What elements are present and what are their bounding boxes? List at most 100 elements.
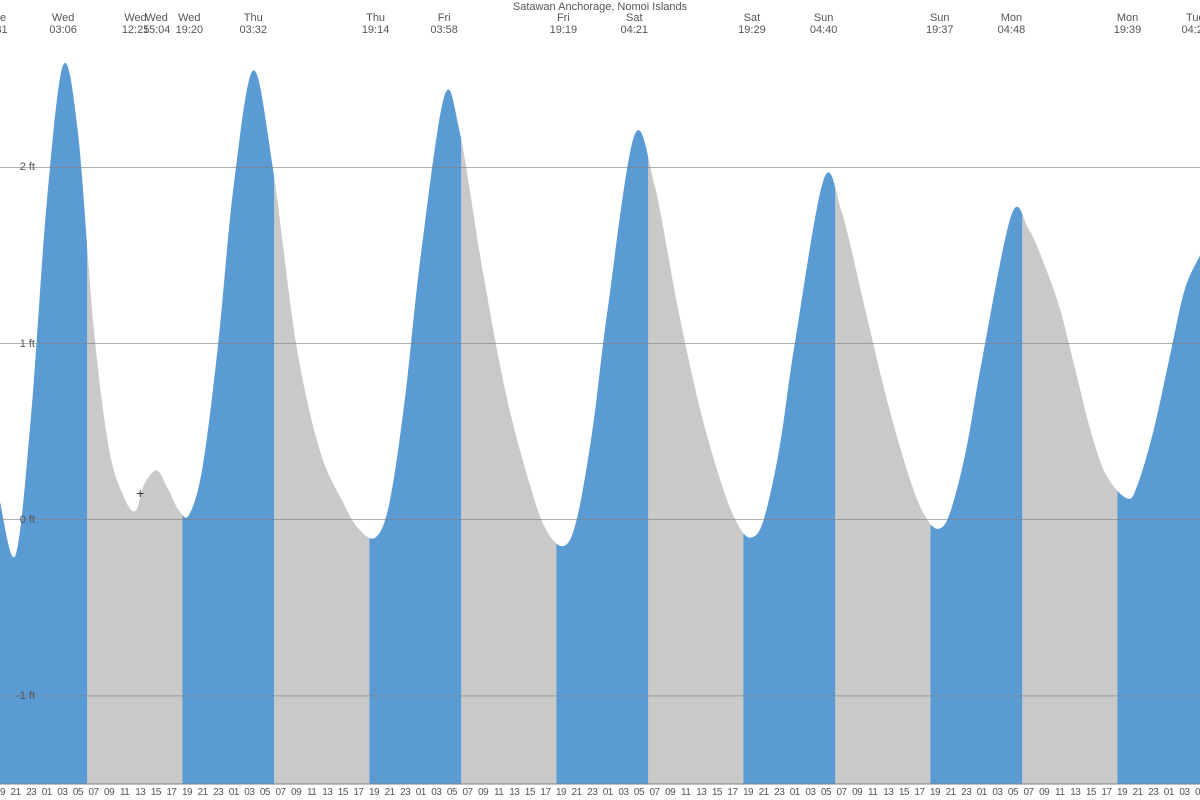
x-axis-tick: 19: [182, 787, 192, 798]
x-axis-tick: 03: [1179, 787, 1189, 798]
x-axis-tick: 21: [385, 787, 395, 798]
x-axis-tick: 13: [509, 787, 519, 798]
x-axis-tick: 01: [229, 787, 239, 798]
x-axis-tick: 05: [260, 787, 270, 798]
x-axis-tick: 23: [26, 787, 36, 798]
x-axis-tick: 05: [634, 787, 644, 798]
x-axis-tick: 05: [821, 787, 831, 798]
x-axis-tick: 15: [338, 787, 348, 798]
x-axis-tick: 23: [587, 787, 597, 798]
x-axis-tick: 03: [431, 787, 441, 798]
x-axis-tick: 23: [213, 787, 223, 798]
y-axis-label: 0 ft: [20, 514, 35, 526]
x-axis-tick: 15: [899, 787, 909, 798]
x-axis-tick: 11: [120, 787, 129, 798]
tide-time-label: Mon04:48: [998, 12, 1026, 36]
x-axis-tick: 09: [665, 787, 675, 798]
x-axis-tick: 11: [681, 787, 690, 798]
tide-time-label: Fri03:58: [430, 12, 458, 36]
x-axis-tick: 05: [1195, 787, 1200, 798]
x-axis-tick: 03: [805, 787, 815, 798]
tide-time-label: Wed19:20: [176, 12, 204, 36]
x-axis-tick: 19: [556, 787, 566, 798]
tide-time-label: Thu19:14: [362, 12, 390, 36]
x-axis-tick: 23: [400, 787, 410, 798]
x-axis-tick: 13: [135, 787, 145, 798]
x-axis-tick: 07: [462, 787, 472, 798]
tide-time-label: Wed15:04: [143, 12, 171, 36]
x-axis-tick: 11: [494, 787, 503, 798]
x-axis-tick: 09: [852, 787, 862, 798]
x-axis-tick: 21: [946, 787, 956, 798]
x-axis-tick: 01: [42, 787, 52, 798]
tide-time-label: Tue04:26: [1182, 12, 1200, 36]
tide-time-label: Sun04:40: [810, 12, 838, 36]
x-axis-tick: 17: [353, 787, 363, 798]
x-axis-tick: 19: [0, 787, 5, 798]
x-axis-tick: 03: [618, 787, 628, 798]
tide-time-label: Sun19:37: [926, 12, 954, 36]
x-axis-tick: 21: [759, 787, 769, 798]
x-axis-tick: 01: [1164, 787, 1174, 798]
x-axis-tick: 15: [151, 787, 161, 798]
tide-time-label: ue:31: [0, 12, 8, 36]
x-axis-tick: 03: [992, 787, 1002, 798]
x-axis-tick: 23: [774, 787, 784, 798]
x-axis-tick: 01: [977, 787, 987, 798]
tide-time-label: Sat04:21: [621, 12, 649, 36]
x-axis-tick: 17: [540, 787, 550, 798]
tide-time-label: Sat19:29: [738, 12, 766, 36]
x-axis-tick: 11: [1055, 787, 1064, 798]
x-axis: 19 21 23 01 03 05 07 09 11 13 15 17 19 21 23 01 03 05 07 09…: [0, 784, 1200, 800]
x-axis-tick: 21: [11, 787, 21, 798]
x-axis-tick: 19: [1117, 787, 1127, 798]
x-axis-tick: 21: [1133, 787, 1143, 798]
tide-time-label: Mon19:39: [1114, 12, 1142, 36]
x-axis-tick: 13: [1070, 787, 1080, 798]
x-axis-tick: 03: [57, 787, 67, 798]
x-axis-tick: 05: [447, 787, 457, 798]
x-axis-tick: 21: [572, 787, 582, 798]
x-axis-tick: 19: [369, 787, 379, 798]
tide-time-label: Fri19:19: [550, 12, 578, 36]
x-axis-tick: 09: [291, 787, 301, 798]
top-labels: ue:31Wed03:06Wed12:25Wed15:04Wed19:20Thu…: [0, 12, 1200, 42]
tide-time-label: Wed03:06: [49, 12, 77, 36]
x-axis-tick: 11: [307, 787, 316, 798]
x-axis-tick: 05: [1008, 787, 1018, 798]
x-axis-tick: 17: [727, 787, 737, 798]
x-axis-tick: 23: [1148, 787, 1158, 798]
x-axis-tick: 07: [836, 787, 846, 798]
tide-chart: Satawan Anchorage, Nomoi Islands ue:31We…: [0, 0, 1200, 800]
x-axis-tick: 07: [275, 787, 285, 798]
x-axis-tick: 03: [244, 787, 254, 798]
x-axis-tick: 15: [1086, 787, 1096, 798]
x-axis-tick: 15: [525, 787, 535, 798]
y-axis-label: -1 ft: [16, 690, 35, 702]
x-axis-tick: 05: [73, 787, 83, 798]
x-axis-tick: 11: [868, 787, 877, 798]
x-axis-tick: 09: [1039, 787, 1049, 798]
x-axis-tick: 07: [649, 787, 659, 798]
current-time-marker: +: [136, 486, 144, 500]
x-axis-tick: 13: [883, 787, 893, 798]
x-axis-tick: 09: [478, 787, 488, 798]
y-axis-label: 2 ft: [20, 161, 35, 173]
x-axis-tick: 19: [743, 787, 753, 798]
x-axis-tick: 07: [1024, 787, 1034, 798]
x-axis-tick: 13: [322, 787, 332, 798]
x-axis-tick: 01: [790, 787, 800, 798]
x-axis-tick: 19: [930, 787, 940, 798]
tide-time-label: Thu03:32: [239, 12, 267, 36]
x-axis-tick: 01: [416, 787, 426, 798]
x-axis-tick: 13: [696, 787, 706, 798]
x-axis-tick: 23: [961, 787, 971, 798]
x-axis-tick: 09: [104, 787, 114, 798]
x-axis-tick: 15: [712, 787, 722, 798]
y-axis-label: 1 ft: [20, 338, 35, 350]
x-axis-tick: 17: [1101, 787, 1111, 798]
x-axis-tick: 21: [198, 787, 208, 798]
x-axis-tick: 07: [88, 787, 98, 798]
x-axis-tick: 17: [914, 787, 924, 798]
x-axis-tick: 01: [603, 787, 613, 798]
